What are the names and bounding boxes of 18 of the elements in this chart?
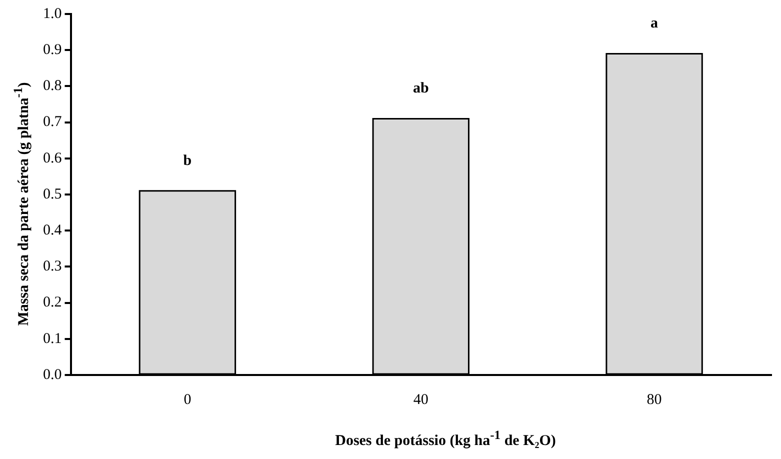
y-tick-label: 0.4 xyxy=(43,222,62,239)
x-tick-label: 80 xyxy=(646,392,662,408)
y-tick-label: 0.6 xyxy=(43,150,62,166)
annotation: b xyxy=(183,152,192,169)
y-tick-label: 0.8 xyxy=(43,78,62,94)
y-tick-label: 0.9 xyxy=(43,42,62,58)
y-tick-label: 0.2 xyxy=(43,294,62,311)
x-tick-label: 40 xyxy=(413,392,428,408)
annotation: a xyxy=(650,16,659,32)
y-tick-label: 0.1 xyxy=(43,330,62,347)
y-tick-label: 0.3 xyxy=(43,258,62,275)
y-tick-label: 0.5 xyxy=(43,186,62,202)
y-tick-label: 1.0 xyxy=(43,6,62,22)
annotation: ab xyxy=(412,80,429,97)
y-tick-label: 0.0 xyxy=(43,366,62,383)
x-axis-title: Doses de potássio (kg ha$^{-1}$ de K₂O) xyxy=(334,428,557,450)
y-tick-label: 0.7 xyxy=(43,114,62,130)
x-tick-label: 0 xyxy=(184,392,192,408)
